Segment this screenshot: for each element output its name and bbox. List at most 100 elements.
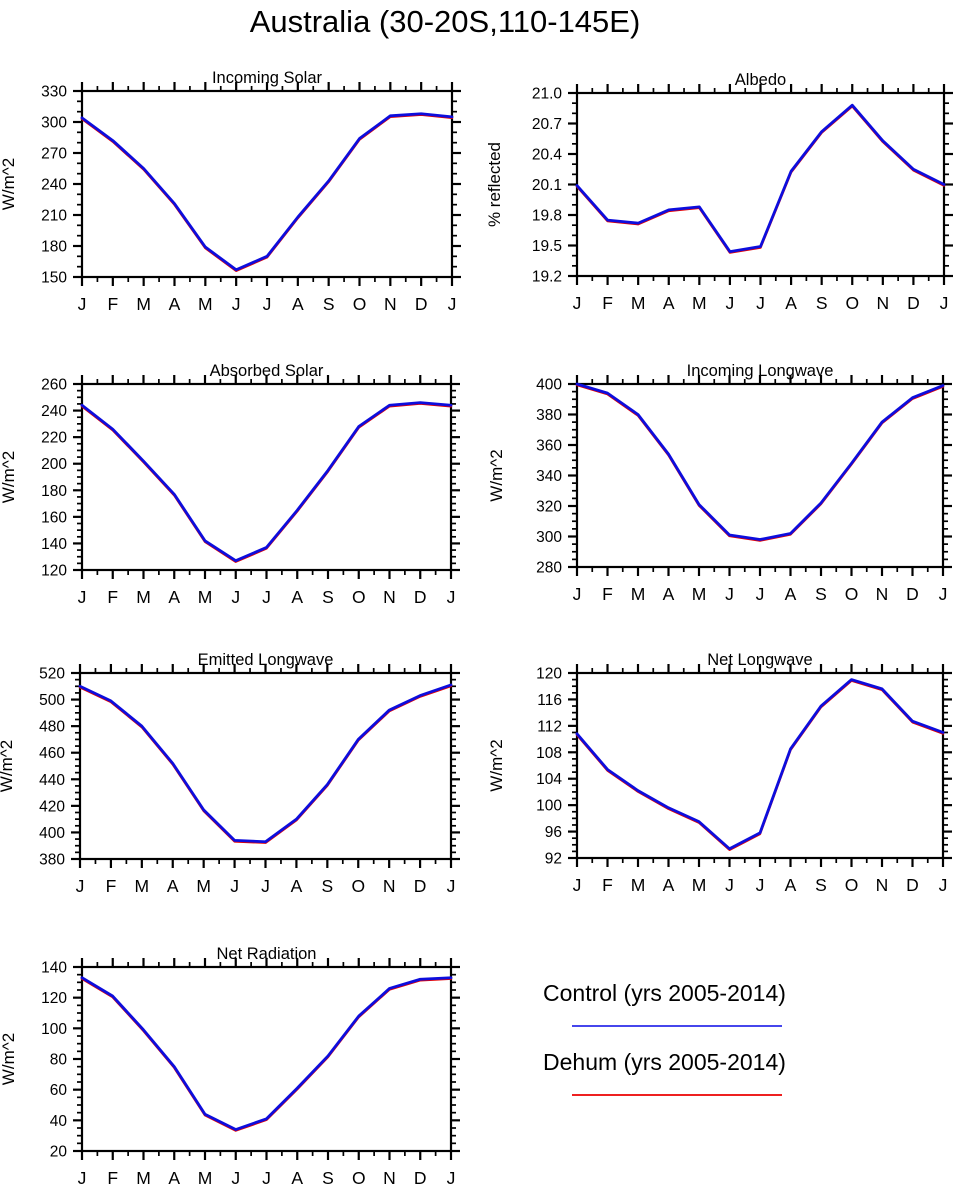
x-tick-label: A: [785, 584, 797, 604]
y-tick-label: 19.2: [532, 269, 562, 286]
y-tick-label: 500: [39, 692, 65, 709]
x-tick-label: J: [78, 587, 87, 607]
x-tick-label: A: [785, 293, 797, 313]
y-axis-label: W/m^2: [0, 740, 16, 792]
y-tick-label: 210: [41, 208, 67, 225]
y-tick-label: 420: [39, 798, 65, 815]
x-tick-label: A: [292, 294, 304, 314]
y-tick-label: 60: [50, 1082, 68, 1099]
chart-title: Net Longwave: [707, 651, 813, 669]
x-tick-label: D: [906, 875, 919, 895]
y-tick-label: 280: [536, 560, 562, 577]
x-tick-label: J: [725, 584, 734, 604]
x-tick-label: M: [692, 584, 707, 604]
x-tick-label: M: [631, 875, 646, 895]
legend-label-dehum: Dehum (yrs 2005-2014): [543, 1049, 786, 1075]
x-tick-label: S: [815, 584, 827, 604]
plot-frame: [78, 671, 453, 861]
y-tick-label: 20: [50, 1144, 68, 1161]
series-line-control: [575, 103, 946, 254]
series-line-control: [78, 683, 453, 844]
x-tick-label: A: [169, 294, 181, 314]
y-tick-label: 400: [536, 377, 562, 394]
x-tick-label: J: [261, 876, 270, 896]
x-tick-label: M: [198, 587, 213, 607]
y-tick-label: 460: [39, 745, 65, 762]
x-tick-label: M: [631, 584, 646, 604]
y-tick-label: 120: [41, 563, 67, 580]
x-tick-label: J: [939, 584, 948, 604]
x-tick-label: M: [136, 294, 151, 314]
x-tick-label: J: [447, 876, 456, 896]
x-tick-label: N: [384, 294, 397, 314]
y-tick-label: 220: [41, 430, 67, 447]
x-tick-label: N: [876, 584, 889, 604]
x-tick-label: J: [78, 294, 87, 314]
x-tick-label: S: [323, 294, 335, 314]
y-tick-label: 20.7: [532, 116, 562, 133]
y-axis-label: W/m^2: [0, 1033, 18, 1085]
plot-frame: [80, 965, 453, 1153]
y-tick-label: 160: [41, 509, 67, 526]
x-tick-label: J: [448, 294, 457, 314]
chart-title: Absorbed Solar: [210, 362, 324, 380]
x-tick-label: N: [877, 293, 890, 313]
y-axis-label: W/m^2: [487, 739, 506, 791]
x-tick-label: S: [321, 876, 333, 896]
x-tick-label: D: [907, 293, 920, 313]
x-tick-label: O: [845, 875, 859, 895]
y-tick-label: 20.1: [532, 177, 562, 194]
x-tick-label: A: [291, 587, 303, 607]
x-tick-label: F: [107, 587, 118, 607]
y-tick-label: 300: [41, 115, 67, 132]
x-tick-label: S: [815, 875, 827, 895]
y-tick-label: 100: [41, 1021, 67, 1038]
x-tick-label: F: [602, 875, 613, 895]
y-tick-label: 480: [39, 719, 65, 736]
y-tick-label: 80: [50, 1052, 68, 1069]
x-tick-label: J: [447, 1168, 456, 1187]
chart-title: Emitted Longwave: [198, 651, 334, 669]
legend: Control (yrs 2005-2014) Dehum (yrs 2005-…: [543, 980, 853, 1096]
y-tick-label: 104: [536, 771, 562, 788]
series-line-dehum: [80, 402, 453, 563]
x-tick-label: J: [756, 875, 765, 895]
series-line-control: [80, 401, 453, 563]
x-tick-label: O: [352, 587, 366, 607]
y-axis-label: W/m^2: [0, 451, 18, 503]
y-tick-label: 360: [536, 438, 562, 455]
x-tick-label: J: [573, 584, 582, 604]
series-line-control: [80, 112, 454, 272]
x-tick-label: J: [78, 1168, 87, 1187]
series-line-control: [575, 382, 945, 541]
x-tick-label: J: [231, 587, 240, 607]
x-tick-label: S: [322, 1168, 334, 1187]
x-tick-label: O: [845, 584, 859, 604]
x-tick-label: J: [725, 875, 734, 895]
x-tick-label: M: [631, 293, 646, 313]
y-tick-label: 240: [41, 177, 67, 194]
x-tick-label: F: [107, 294, 118, 314]
x-tick-label: M: [692, 875, 707, 895]
x-tick-label: M: [198, 1168, 213, 1187]
series-line-dehum: [80, 113, 454, 272]
x-tick-label: J: [231, 1168, 240, 1187]
x-tick-label: D: [415, 294, 428, 314]
x-tick-label: A: [168, 1168, 180, 1187]
x-tick-label: J: [726, 293, 735, 313]
y-tick-label: 120: [536, 666, 562, 683]
x-tick-label: M: [198, 294, 213, 314]
x-tick-label: M: [196, 876, 211, 896]
x-tick-label: J: [76, 876, 85, 896]
y-axis-label: W/m^2: [487, 449, 506, 501]
x-tick-label: J: [573, 875, 582, 895]
x-tick-label: J: [756, 584, 765, 604]
x-tick-label: O: [845, 293, 859, 313]
y-tick-label: 92: [545, 851, 562, 868]
